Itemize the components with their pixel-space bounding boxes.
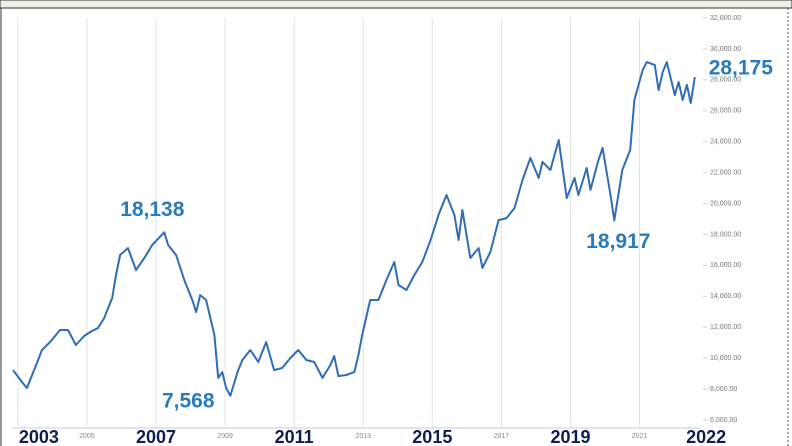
value-label: 28,175 (709, 57, 774, 80)
top-bar (0, 0, 792, 9)
y-tick-label: 18,000.00 (710, 231, 741, 238)
y-tick-label: 10,000.00 (710, 355, 741, 362)
x-tick-label: 2005 (79, 433, 95, 440)
x-tick-label: 2009 (217, 433, 233, 440)
y-tick-label: 28,000.00 (710, 77, 741, 84)
y-tick-label: 12,000.00 (710, 324, 741, 331)
y-tick-label: 24,000.00 (710, 139, 741, 146)
series-line (12, 61, 696, 397)
y-tick-label: 20,000.00 (710, 200, 741, 207)
x-tick-label: 2011 (275, 427, 314, 446)
y-tick-label: 8,000.00 (710, 386, 737, 393)
value-label: 7,568 (162, 389, 215, 412)
x-tick-label: 2015 (412, 427, 452, 446)
y-tick-label: 32,000.00 (710, 15, 741, 22)
x-tick-label: 2017 (494, 433, 510, 440)
x-tick-label: 2019 (550, 427, 590, 446)
x-tick-label: 2021 (632, 433, 648, 440)
y-tick-label: 22,000.00 (710, 169, 741, 176)
y-tick-label: 6,000.00 (710, 417, 737, 424)
y-tick-label: 14,000.00 (710, 293, 741, 300)
x-tick-label: 2022 (686, 427, 726, 446)
y-tick-label: 30,000.00 (710, 46, 741, 53)
value-label: 18,917 (586, 230, 650, 253)
y-tick-label: 16,000.00 (710, 262, 741, 269)
x-tick-label: 2013 (355, 433, 371, 440)
y-tick-label: 26,000.00 (710, 108, 741, 115)
x-tick-label: 2003 (19, 427, 59, 446)
value-label: 18,138 (120, 198, 185, 221)
x-tick-label: 2007 (136, 427, 176, 446)
